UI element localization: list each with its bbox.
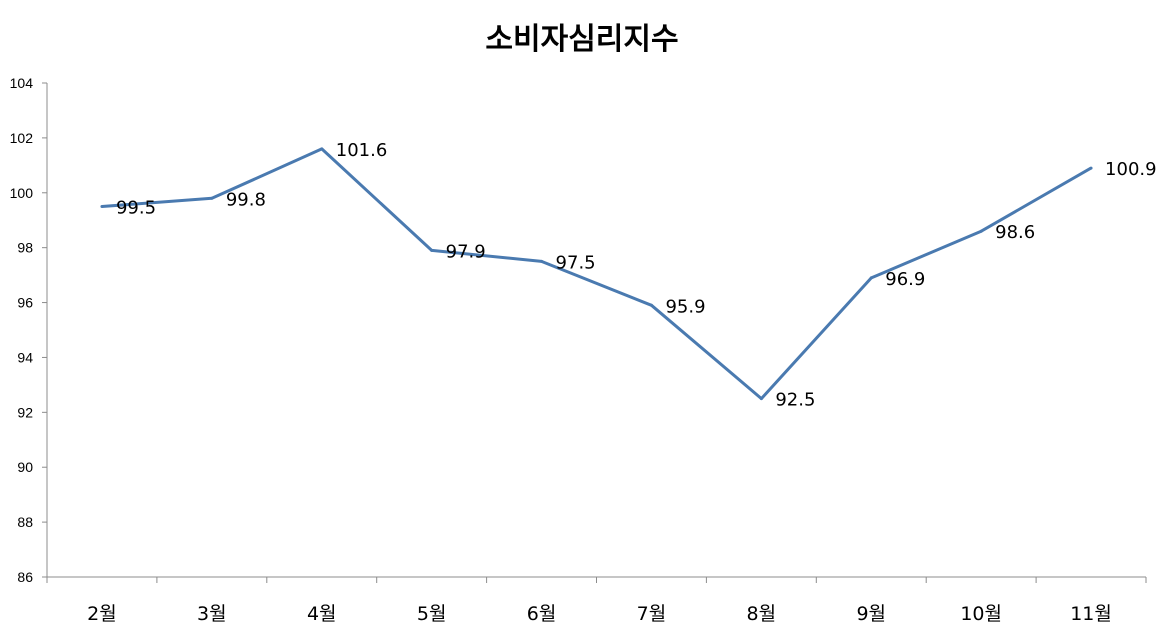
data-label: 99.8 xyxy=(226,189,266,210)
x-tick-label: 2월 xyxy=(87,603,117,625)
x-tick-label: 11월 xyxy=(1070,603,1112,625)
chart-axes xyxy=(46,83,1146,578)
data-label: 101.6 xyxy=(336,140,388,161)
data-point xyxy=(869,276,873,280)
y-tick-label: 104 xyxy=(10,75,34,91)
x-tick-label: 6월 xyxy=(527,603,557,625)
data-point xyxy=(210,196,214,200)
x-tick-label: 9월 xyxy=(856,603,886,625)
data-point xyxy=(649,303,653,307)
y-tick-label: 102 xyxy=(10,130,34,146)
data-label: 98.6 xyxy=(995,222,1035,243)
data-point xyxy=(979,229,983,233)
data-label: 97.5 xyxy=(556,252,596,273)
y-tick-label: 94 xyxy=(17,349,33,365)
data-label: 92.5 xyxy=(775,390,815,411)
y-tick-label: 96 xyxy=(17,295,33,311)
data-point xyxy=(540,259,544,263)
data-point xyxy=(759,397,763,401)
data-label: 97.9 xyxy=(446,241,486,262)
y-tick-label: 88 xyxy=(17,514,33,530)
series-group xyxy=(100,147,1093,401)
y-tick-label: 90 xyxy=(17,459,33,475)
x-tick-label: 7월 xyxy=(637,603,667,625)
x-axis-ticks: 2월 3월 4월 5월 6월 7월 8월 9월 10월 11월 xyxy=(46,577,1147,625)
x-tick-label: 4월 xyxy=(307,603,337,625)
x-tick-label: 5월 xyxy=(417,603,447,625)
series-line xyxy=(101,147,1092,401)
y-tick-label: 92 xyxy=(17,404,33,420)
y-tick-label: 98 xyxy=(17,240,33,256)
data-point xyxy=(100,205,104,208)
y-tick-label: 86 xyxy=(17,569,33,585)
data-labels: 99.5 99.8 101.6 97.9 97.5 95.9 92.5 96.9 98.6 100… xyxy=(116,140,1157,411)
data-label: 99.5 xyxy=(116,198,156,219)
x-tick-label: 8월 xyxy=(747,603,777,625)
x-tick-label: 10월 xyxy=(960,603,1002,625)
x-tick-label: 3월 xyxy=(197,603,227,625)
data-label: 100.9 xyxy=(1105,159,1157,180)
y-axis-ticks: 86 88 90 92 94 96 98 100 102 104 xyxy=(10,75,47,585)
chart-title: 소비자심리지수 xyxy=(485,22,679,57)
data-point xyxy=(430,248,434,252)
data-point xyxy=(1089,166,1093,170)
y-tick-label: 100 xyxy=(10,185,34,201)
data-label: 95.9 xyxy=(665,296,705,317)
data-point xyxy=(320,147,324,151)
data-label: 96.9 xyxy=(885,269,925,290)
